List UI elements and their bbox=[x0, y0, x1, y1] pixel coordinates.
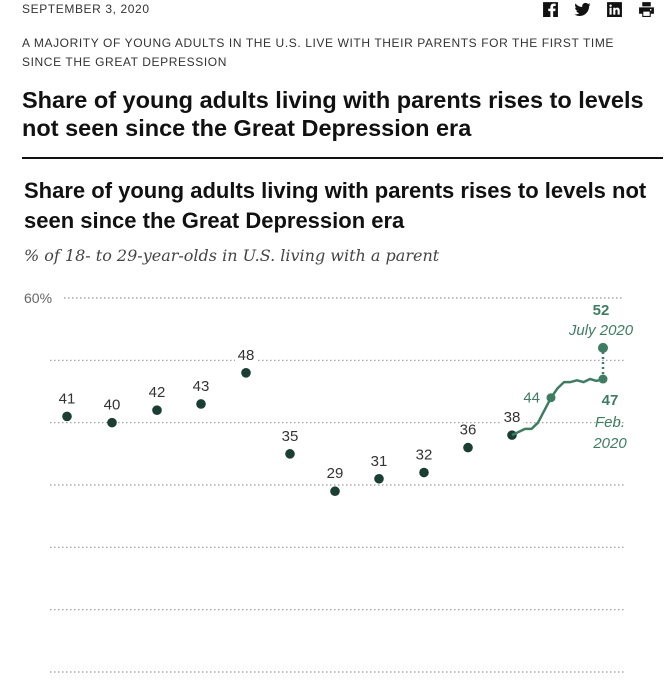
article-headline: Share of young adults living with parent… bbox=[22, 87, 644, 141]
data-label: 36 bbox=[460, 422, 477, 439]
data-label: 32 bbox=[416, 447, 433, 464]
twitter-icon[interactable] bbox=[573, 0, 591, 18]
data-label: 48 bbox=[238, 347, 255, 364]
data-point bbox=[330, 486, 340, 497]
data-label: 29 bbox=[327, 465, 344, 482]
annotation-label: July 2020 bbox=[568, 322, 634, 339]
data-label: 42 bbox=[149, 384, 166, 401]
data-point bbox=[463, 442, 473, 453]
label-background bbox=[501, 410, 523, 426]
data-point bbox=[196, 399, 206, 409]
annotation-value: 52 bbox=[593, 302, 610, 319]
chart-subtitle: % of 18- to 29-year-olds in U.S. living … bbox=[24, 246, 440, 265]
divider bbox=[22, 157, 663, 159]
data-point bbox=[374, 473, 384, 484]
publish-date: SEPTEMBER 3, 2020 bbox=[22, 2, 150, 16]
data-label: 35 bbox=[282, 428, 299, 445]
annotation-label: 2020 bbox=[592, 435, 627, 452]
data-label: 44 bbox=[523, 390, 540, 407]
annotation-value: 47 bbox=[602, 392, 619, 409]
chart-title: Share of young adults living with parent… bbox=[24, 178, 647, 233]
annotation-label: Feb. bbox=[595, 414, 625, 431]
article-kicker: A MAJORITY OF YOUNG ADULTS IN THE U.S. L… bbox=[22, 36, 615, 69]
print-icon[interactable] bbox=[637, 0, 655, 18]
data-label: 31 bbox=[371, 453, 388, 470]
data-point bbox=[107, 417, 117, 428]
data-point bbox=[546, 393, 556, 403]
y-tick-label: 60% bbox=[24, 290, 52, 306]
data-label: 41 bbox=[59, 390, 76, 407]
data-label: 40 bbox=[104, 397, 121, 414]
label-background bbox=[235, 347, 257, 363]
facebook-icon[interactable] bbox=[541, 0, 559, 18]
data-point bbox=[285, 449, 295, 459]
data-point bbox=[598, 342, 608, 353]
data-label: 43 bbox=[193, 378, 210, 395]
data-point bbox=[507, 430, 517, 440]
data-point bbox=[598, 374, 608, 384]
data-label: 38 bbox=[504, 409, 521, 426]
linkedin-icon[interactable] bbox=[605, 0, 623, 18]
share-bar bbox=[541, 0, 655, 18]
data-point bbox=[241, 368, 251, 378]
data-point bbox=[419, 467, 429, 478]
data-point bbox=[62, 411, 72, 422]
series-line bbox=[511, 377, 604, 437]
data-point bbox=[152, 405, 162, 416]
